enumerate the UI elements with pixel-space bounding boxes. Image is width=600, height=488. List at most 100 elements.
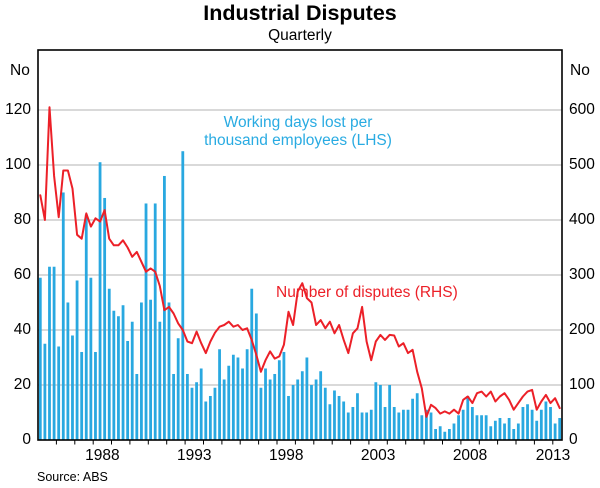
bar-working-days-lost <box>507 418 511 440</box>
bar-working-days-lost <box>425 409 428 440</box>
bars-series-label-line1: Working days lost per <box>223 114 373 131</box>
bar-working-days-lost <box>406 409 410 440</box>
bar-working-days-lost <box>241 368 244 440</box>
y-tick-label-left: 20 <box>13 375 31 393</box>
bar-working-days-lost <box>61 192 65 440</box>
bar-working-days-lost <box>535 420 539 440</box>
bar-working-days-lost <box>48 266 51 440</box>
right-axis-unit-label: No <box>570 62 590 79</box>
bar-working-days-lost <box>411 398 415 440</box>
bar-working-days-lost <box>107 288 111 440</box>
bar-working-days-lost <box>277 360 281 440</box>
x-tick-label-year: 2008 <box>452 447 488 464</box>
bar-working-days-lost <box>149 299 153 440</box>
bar-working-days-lost <box>503 423 506 440</box>
bar-working-days-lost <box>475 415 479 440</box>
x-tick-label-year: 2003 <box>360 447 396 464</box>
bar-working-days-lost <box>549 407 552 440</box>
bar-working-days-lost <box>130 321 134 440</box>
bar-working-days-lost <box>84 214 88 440</box>
bar-working-days-lost <box>328 404 332 440</box>
bar-working-days-lost <box>379 384 382 440</box>
bar-working-days-lost <box>227 365 231 440</box>
bar-working-days-lost <box>250 288 254 440</box>
bar-working-days-lost <box>521 407 525 440</box>
bar-working-days-lost <box>337 395 341 440</box>
bar-working-days-lost <box>66 302 70 440</box>
bar-working-days-lost <box>434 429 437 440</box>
bar-working-days-lost <box>259 387 263 440</box>
left-axis-unit-label: No <box>10 62 30 79</box>
bar-working-days-lost <box>397 412 401 440</box>
bar-working-days-lost <box>438 426 442 440</box>
bar-working-days-lost <box>300 371 304 440</box>
bar-working-days-lost <box>103 197 107 440</box>
bar-working-days-lost <box>80 351 84 440</box>
bar-working-days-lost <box>365 412 369 440</box>
bar-working-days-lost <box>429 412 433 440</box>
bar-working-days-lost <box>287 395 290 440</box>
bar-working-days-lost <box>199 368 203 440</box>
bar-working-days-lost <box>94 351 97 440</box>
y-tick-label-right: 500 <box>569 155 595 173</box>
bar-working-days-lost <box>236 357 240 440</box>
bar-working-days-lost <box>305 357 309 440</box>
bar-working-days-lost <box>323 387 327 440</box>
bar-working-days-lost <box>144 203 148 440</box>
y-tick-label-right: 200 <box>569 320 595 338</box>
bar-working-days-lost <box>57 346 61 440</box>
bar-working-days-lost <box>117 316 120 440</box>
bar-working-days-lost <box>158 321 162 440</box>
bar-working-days-lost <box>121 305 125 440</box>
bar-working-days-lost <box>222 379 226 440</box>
y-tick-label-left: 100 <box>5 155 31 173</box>
bar-working-days-lost <box>218 349 221 440</box>
bar-working-days-lost <box>75 280 79 440</box>
bar-working-days-lost <box>369 409 373 440</box>
bar-working-days-lost <box>360 412 364 440</box>
chart-subtitle: Quarterly <box>268 27 332 44</box>
bar-working-days-lost <box>388 384 392 440</box>
bars-series-label-line2: thousand employees (LHS) <box>204 132 392 149</box>
bar-working-days-lost <box>195 382 198 440</box>
bar-working-days-lost <box>530 409 534 440</box>
bar-working-days-lost <box>89 277 93 440</box>
bar-working-days-lost <box>43 343 47 440</box>
y-tick-label-left: 80 <box>13 210 31 228</box>
bar-working-days-lost <box>489 426 493 440</box>
bar-working-days-lost <box>526 404 529 440</box>
bar-working-days-lost <box>273 373 277 440</box>
bar-working-days-lost <box>498 418 502 440</box>
chart-title: Industrial Disputes <box>203 1 397 25</box>
bar-working-days-lost <box>185 373 189 440</box>
bar-working-days-lost <box>213 387 217 440</box>
line-number-of-disputes <box>39 106 561 418</box>
line-series-label: Number of disputes (RHS) <box>276 284 458 301</box>
x-tick-label-year: 1998 <box>268 447 304 464</box>
x-tick-label-year: 1993 <box>177 447 212 464</box>
bar-working-days-lost <box>457 415 460 440</box>
bar-working-days-lost <box>484 415 488 440</box>
bar-working-days-lost <box>52 266 56 440</box>
y-tick-label-right: 400 <box>569 210 595 228</box>
bar-working-days-lost <box>126 340 130 440</box>
plot-border <box>37 49 563 441</box>
bar-working-days-lost <box>204 401 208 440</box>
bar-working-days-lost <box>296 379 300 440</box>
bar-working-days-lost <box>346 412 350 440</box>
bar-working-days-lost <box>291 384 295 440</box>
bar-working-days-lost <box>231 354 235 440</box>
bar-working-days-lost <box>167 302 171 440</box>
bar-working-days-lost <box>135 373 139 440</box>
bar-working-days-lost <box>342 401 346 440</box>
bar-working-days-lost <box>470 407 474 440</box>
y-tick-label-left: 120 <box>5 100 31 118</box>
bar-working-days-lost <box>181 151 185 440</box>
y-tick-label-right: 0 <box>569 431 578 448</box>
bar-working-days-lost <box>190 387 194 440</box>
bar-working-days-lost <box>558 418 562 440</box>
bar-working-days-lost <box>310 384 313 440</box>
bar-working-days-lost <box>333 390 336 440</box>
